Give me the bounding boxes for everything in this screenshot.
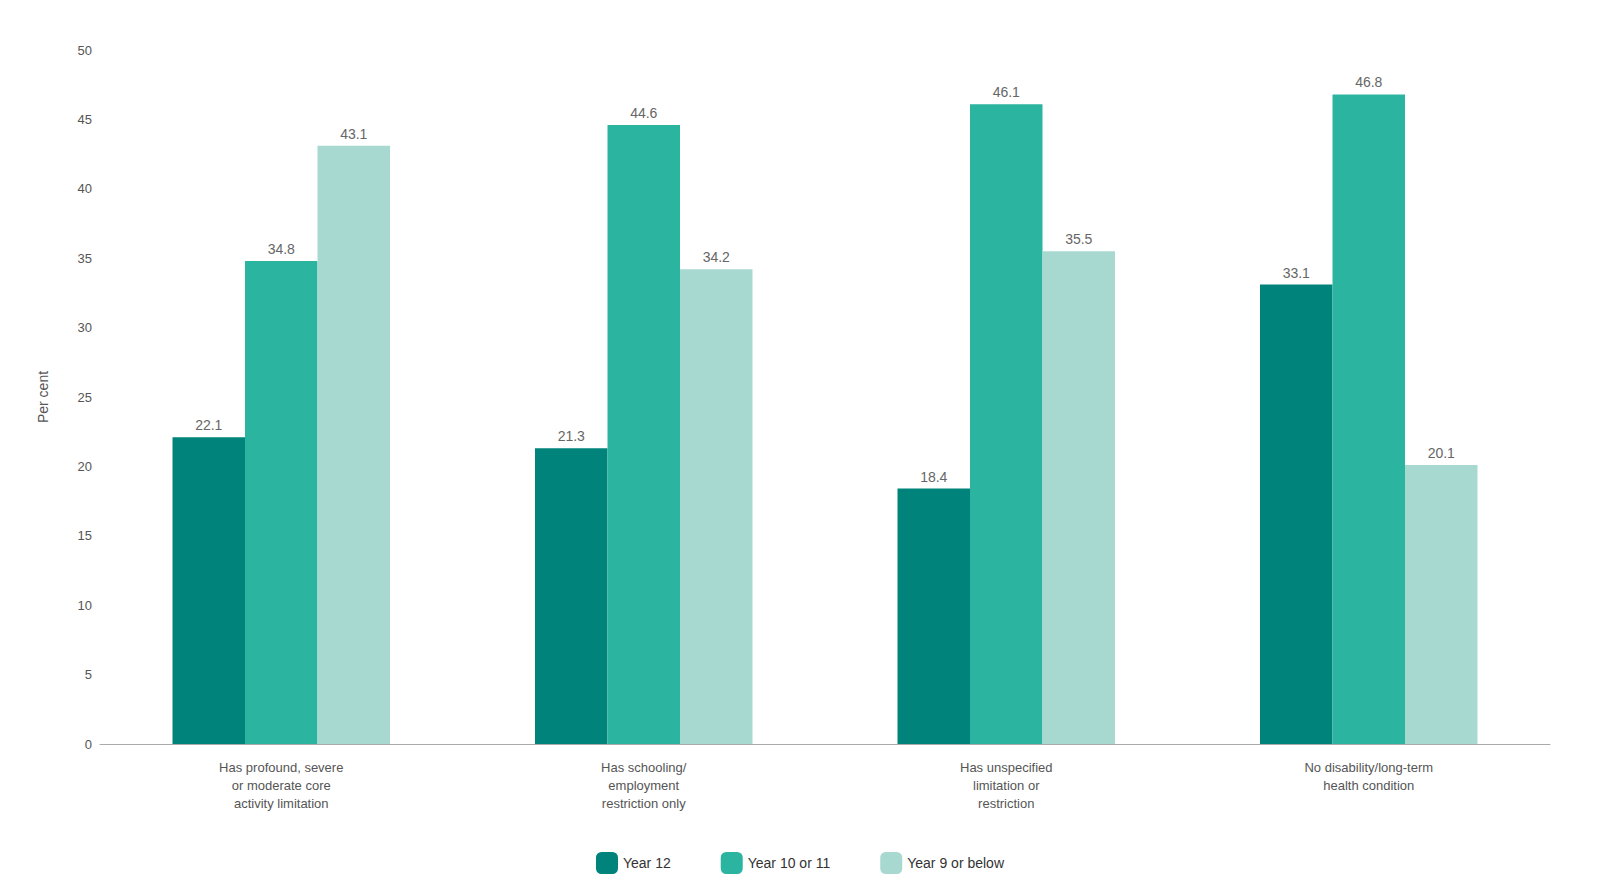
svg-text:44.6: 44.6 [630,105,657,121]
svg-text:Has schooling/: Has schooling/ [601,760,687,775]
svg-text:35: 35 [78,251,92,266]
svg-text:restriction only: restriction only [602,796,686,811]
svg-text:34.2: 34.2 [703,249,730,265]
svg-text:or moderate core: or moderate core [232,778,331,793]
svg-text:0: 0 [85,737,92,752]
svg-text:20.1: 20.1 [1428,445,1455,461]
svg-text:Per cent: Per cent [35,371,51,423]
svg-text:30: 30 [78,320,92,335]
svg-text:50: 50 [78,43,92,58]
svg-text:21.3: 21.3 [558,428,585,444]
svg-text:45: 45 [78,112,92,127]
svg-text:35.5: 35.5 [1065,231,1092,247]
svg-text:5: 5 [85,667,92,682]
svg-text:limitation or: limitation or [973,778,1040,793]
svg-text:43.1: 43.1 [340,126,367,142]
svg-text:employment: employment [608,778,679,793]
svg-text:34.8: 34.8 [268,241,295,257]
svg-text:25: 25 [78,390,92,405]
svg-text:46.1: 46.1 [993,84,1020,100]
svg-text:22.1: 22.1 [195,417,222,433]
svg-text:Year 9 or below: Year 9 or below [907,855,1005,871]
svg-text:15: 15 [78,528,92,543]
svg-text:Year 10 or 11: Year 10 or 11 [748,855,831,871]
svg-text:33.1: 33.1 [1283,265,1310,281]
svg-text:restriction: restriction [978,796,1034,811]
svg-text:health condition: health condition [1323,778,1414,793]
svg-text:40: 40 [78,181,92,196]
svg-text:No disability/long-term: No disability/long-term [1304,760,1433,775]
svg-text:18.4: 18.4 [920,469,947,485]
svg-text:activity limitation: activity limitation [234,796,329,811]
svg-text:46.8: 46.8 [1355,74,1382,90]
svg-text:20: 20 [78,459,92,474]
svg-text:Has profound, severe: Has profound, severe [219,760,343,775]
svg-text:10: 10 [78,598,92,613]
svg-text:Year 12: Year 12 [623,855,671,871]
svg-text:Has unspecified: Has unspecified [960,760,1053,775]
